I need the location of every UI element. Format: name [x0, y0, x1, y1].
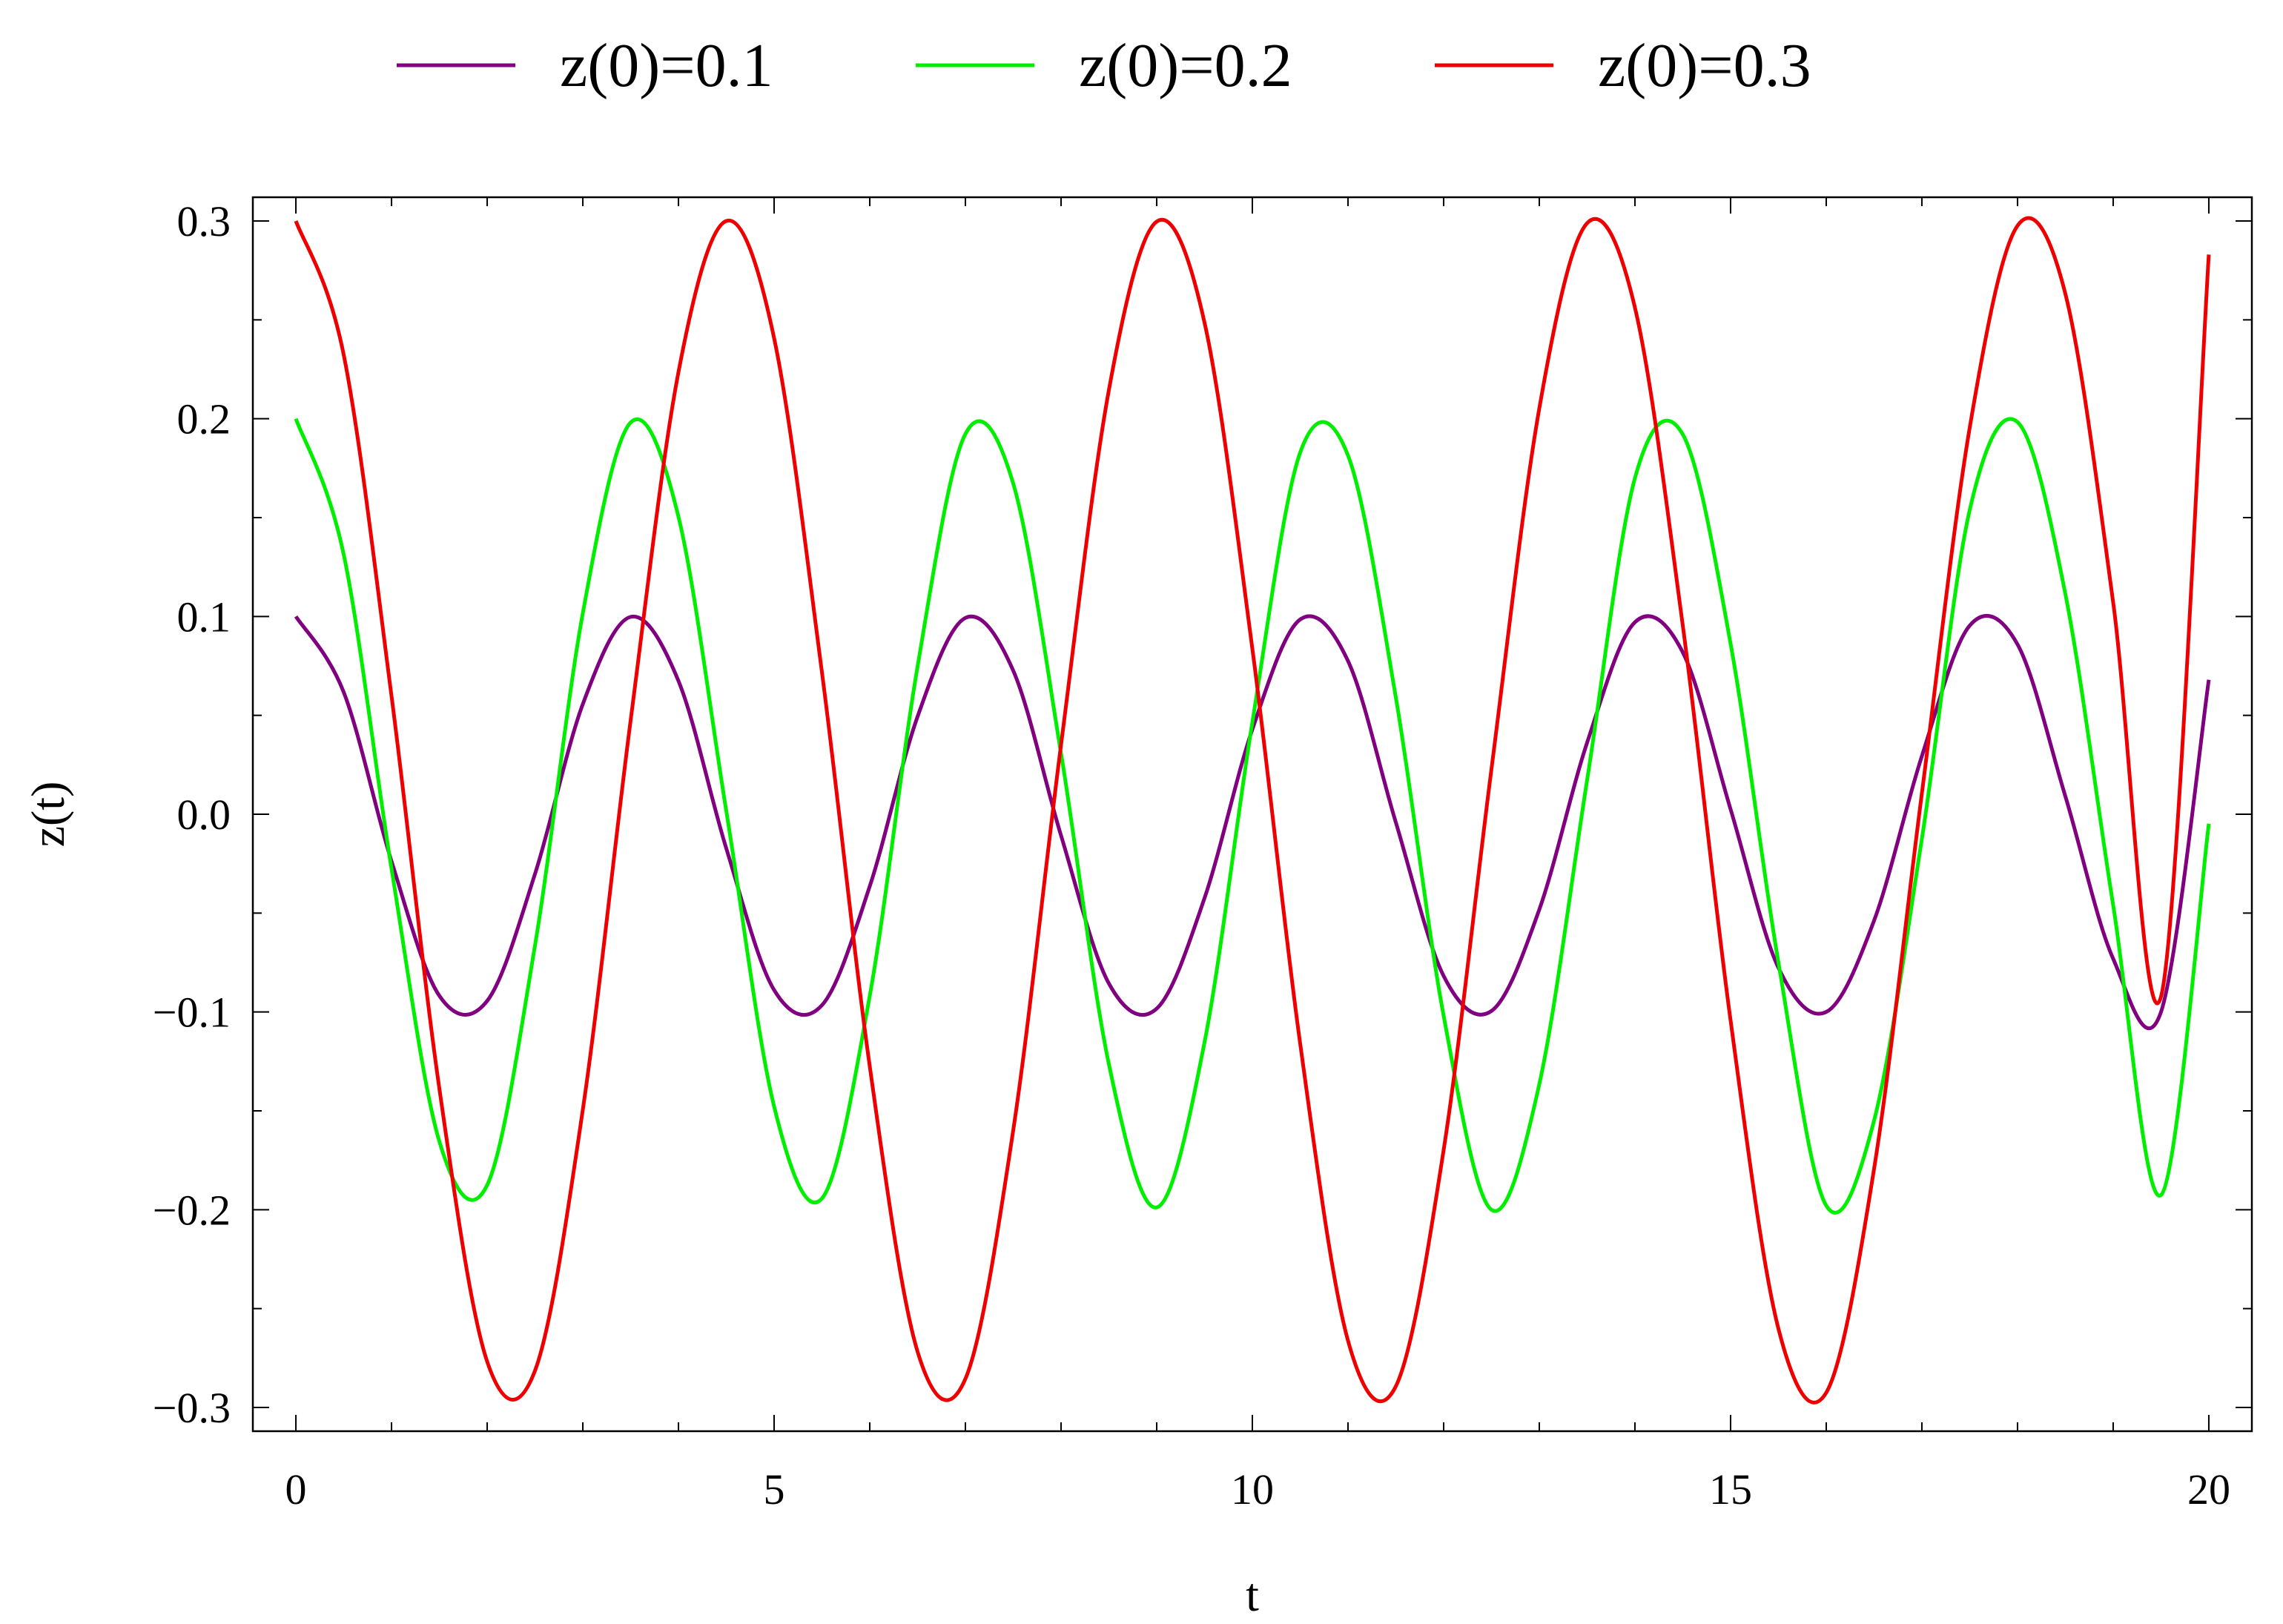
y-axis-label: z(t) [22, 782, 74, 848]
y-tick-label: −0.3 [153, 1384, 231, 1432]
series-line-3 [294, 216, 2211, 1405]
legend-label-2: z(0)=0.2 [1079, 31, 1292, 100]
tick-labels: 0 5 10 15 20 0.3 0.2 0.1 0.0 −0.1 −0.2 −0.3 [153, 197, 2230, 1514]
x-tick-label: 10 [1231, 1465, 1274, 1514]
legend-label-1: z(0)=0.1 [560, 31, 773, 100]
y-tick-label: 0.0 [177, 790, 231, 839]
axis-ticks [253, 197, 2252, 1431]
legend-entry-2: z(0)=0.2 [916, 31, 1292, 100]
y-tick-label: 0.1 [177, 593, 231, 641]
x-tick-label: 15 [1709, 1465, 1752, 1514]
legend-entry-3: z(0)=0.3 [1435, 31, 1811, 100]
y-tick-label: 0.2 [177, 395, 231, 443]
x-tick-label: 5 [764, 1465, 785, 1514]
y-tick-label: −0.2 [153, 1186, 231, 1234]
y-tick-label: −0.1 [153, 988, 231, 1037]
series-line-2 [294, 417, 2211, 1215]
x-tick-label: 20 [2187, 1465, 2230, 1514]
legend-label-3: z(0)=0.3 [1598, 31, 1811, 100]
series-line-1 [294, 613, 2211, 1031]
y-tick-label: 0.3 [177, 197, 231, 245]
data-series [294, 216, 2211, 1405]
x-axis-label: t [1246, 1568, 1259, 1621]
legend: z(0)=0.1 z(0)=0.2 z(0)=0.3 [397, 31, 1811, 100]
x-tick-label: 0 [285, 1465, 307, 1514]
legend-entry-1: z(0)=0.1 [397, 31, 773, 100]
